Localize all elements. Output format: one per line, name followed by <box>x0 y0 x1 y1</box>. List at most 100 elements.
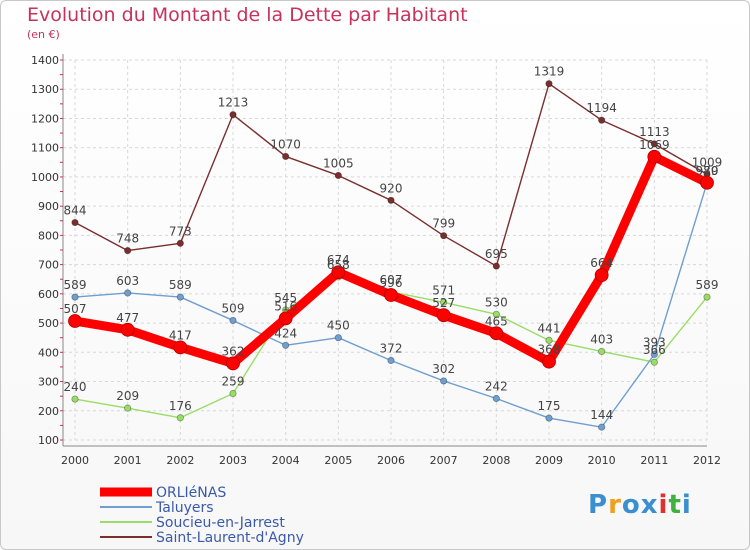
data-point <box>436 308 451 323</box>
data-label: 979 <box>696 164 719 178</box>
legend-label: Saint-Laurent-d'Agny <box>156 530 304 546</box>
logo-letter: r <box>608 490 622 520</box>
x-tick-label: 2005 <box>324 454 352 467</box>
y-tick-label: 100 <box>38 434 59 447</box>
data-label: 527 <box>432 296 455 310</box>
data-point <box>594 268 609 283</box>
y-tick-label: 700 <box>38 259 59 272</box>
logo-letter: x <box>640 490 659 520</box>
data-point <box>489 326 504 341</box>
data-point <box>71 395 79 403</box>
data-point <box>542 354 556 369</box>
data-label: 302 <box>432 362 455 376</box>
data-point <box>68 314 82 328</box>
data-point <box>176 414 184 422</box>
data-point <box>226 356 240 371</box>
data-point <box>440 377 448 385</box>
data-label: 1069 <box>639 138 670 152</box>
chart-subtitle: (en €) <box>27 28 60 41</box>
data-label: 589 <box>696 278 719 292</box>
logo-letter: i <box>658 490 669 520</box>
y-tick-label: 900 <box>38 200 59 213</box>
data-point <box>650 350 658 358</box>
logo-letter: P <box>588 490 609 520</box>
data-label: 144 <box>590 408 613 422</box>
data-point <box>120 322 135 337</box>
y-tick-label: 1100 <box>31 142 59 155</box>
data-label: 175 <box>538 399 561 413</box>
data-point <box>331 265 346 280</box>
data-label: 589 <box>64 278 87 292</box>
data-label: 799 <box>432 217 455 231</box>
legend-label: Soucieu-en-Jarrest <box>156 515 285 531</box>
data-point <box>124 289 132 297</box>
x-tick-label: 2012 <box>693 454 721 467</box>
series-0 <box>68 149 714 371</box>
x-tick-label: 2007 <box>430 454 458 467</box>
data-point <box>598 347 606 356</box>
y-tick-label: 1300 <box>31 83 59 96</box>
logo-letter: o <box>621 490 641 520</box>
data-point <box>278 311 293 326</box>
data-label: 545 <box>274 291 297 305</box>
data-point <box>173 340 188 355</box>
x-tick-label: 2011 <box>640 454 668 467</box>
legend-label: ORLIéNAS <box>156 485 226 501</box>
data-point <box>598 423 606 431</box>
data-label: 417 <box>169 328 192 342</box>
data-point <box>124 404 132 412</box>
data-point <box>229 316 237 325</box>
data-point <box>384 288 398 302</box>
data-label: 441 <box>538 321 561 335</box>
data-label: 571 <box>432 283 455 297</box>
logo-letter: t <box>668 490 682 520</box>
data-label: 403 <box>590 332 613 346</box>
data-point <box>176 239 184 247</box>
data-label: 748 <box>116 232 139 246</box>
data-point <box>545 80 553 88</box>
data-label: 1009 <box>692 155 723 169</box>
data-point <box>229 111 237 119</box>
x-tick-label: 2000 <box>61 454 89 467</box>
legend-label: Taluyers <box>155 500 214 516</box>
x-tick-label: 2001 <box>114 454 142 467</box>
data-label: 259 <box>222 375 245 389</box>
data-label: 596 <box>380 276 403 290</box>
x-tick-label: 2009 <box>535 454 563 467</box>
data-point <box>282 152 290 161</box>
data-label: 1213 <box>218 96 249 110</box>
data-point <box>440 298 448 306</box>
data-point <box>387 356 395 365</box>
y-tick-label: 400 <box>38 346 59 359</box>
data-label: 372 <box>380 341 403 355</box>
y-tick-label: 1400 <box>31 54 59 67</box>
x-tick-label: 2002 <box>166 454 194 467</box>
y-tick-label: 600 <box>38 288 59 301</box>
data-point <box>703 293 711 301</box>
data-point <box>71 218 79 227</box>
data-point <box>387 196 395 204</box>
logo-letter: i <box>681 490 692 520</box>
data-point <box>647 149 662 164</box>
data-point <box>700 175 714 190</box>
data-label: 980 <box>696 164 719 178</box>
data-label: 368 <box>538 343 561 357</box>
x-tick-label: 2010 <box>588 454 616 467</box>
data-label: 1070 <box>270 137 301 151</box>
data-point <box>545 414 553 422</box>
data-point <box>124 246 132 255</box>
data-label: 362 <box>222 344 245 358</box>
data-label: 240 <box>64 380 87 394</box>
x-tick-label: 2004 <box>272 454 300 467</box>
data-label: 465 <box>485 314 508 328</box>
data-point <box>440 232 448 240</box>
data-label: 242 <box>485 379 508 393</box>
data-label: 516 <box>274 299 297 313</box>
data-point <box>229 389 237 398</box>
data-label: 607 <box>380 273 403 287</box>
data-point <box>492 394 500 403</box>
data-label: 1194 <box>586 101 617 115</box>
data-label: 176 <box>169 399 192 413</box>
data-point <box>334 171 342 180</box>
